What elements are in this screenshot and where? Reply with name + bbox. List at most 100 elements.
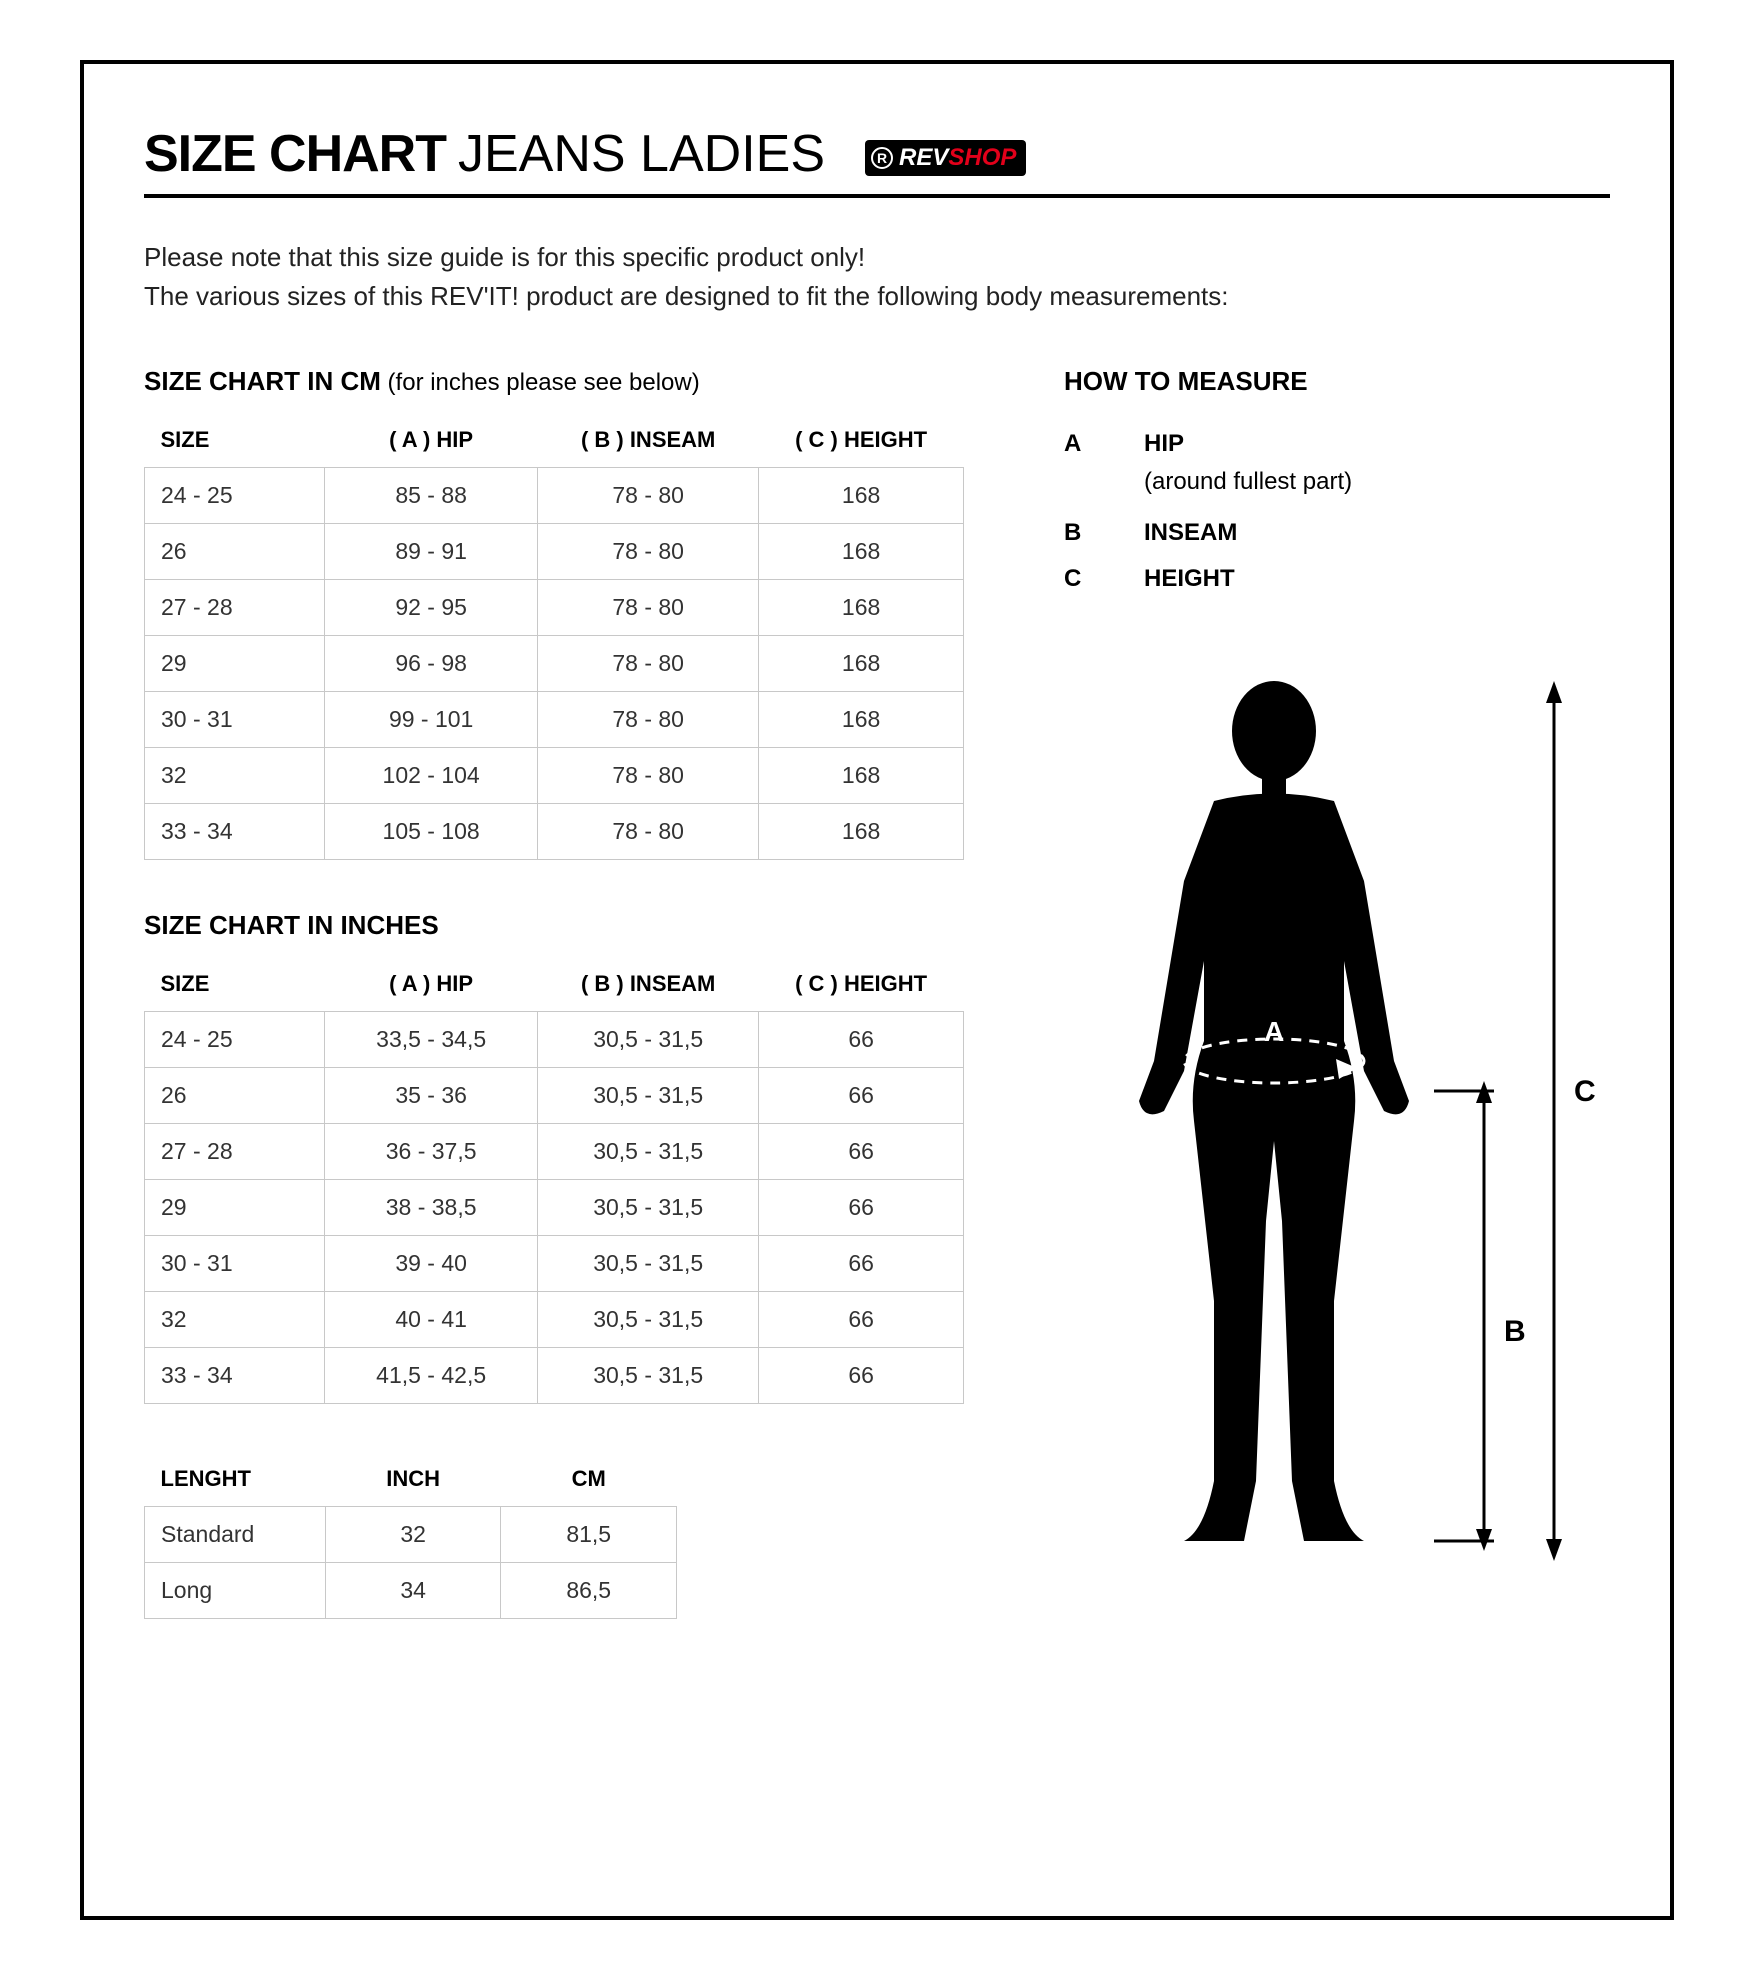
cm-title-main: SIZE CHART IN CM — [144, 366, 381, 396]
in-table-title: SIZE CHART IN INCHES — [144, 910, 964, 941]
table-cell: 30,5 - 31,5 — [538, 1124, 759, 1180]
figure-label-b: B — [1504, 1315, 1526, 1348]
table-cell: 78 - 80 — [538, 692, 759, 748]
table-cell: 26 — [145, 1068, 325, 1124]
table-row: 30 - 3199 - 10178 - 80168 — [145, 692, 964, 748]
table-cell: 168 — [759, 804, 964, 860]
table-row: 24 - 2585 - 8878 - 80168 — [145, 468, 964, 524]
content-columns: SIZE CHART IN CM (for inches please see … — [144, 366, 1610, 1669]
table-column-header: ( A ) HIP — [325, 959, 538, 1012]
table-cell: 78 - 80 — [538, 804, 759, 860]
table-cell: 78 - 80 — [538, 524, 759, 580]
measure-key: C — [1064, 556, 1094, 602]
table-cell: 96 - 98 — [325, 636, 538, 692]
table-cell: 39 - 40 — [325, 1236, 538, 1292]
table-cell: 66 — [759, 1180, 964, 1236]
table-row: Standard3281,5 — [145, 1507, 677, 1563]
table-row: 2938 - 38,530,5 - 31,566 — [145, 1180, 964, 1236]
table-cell: 99 - 101 — [325, 692, 538, 748]
table-cell: 34 — [325, 1563, 501, 1619]
table-cell: 102 - 104 — [325, 748, 538, 804]
table-cell: 89 - 91 — [325, 524, 538, 580]
table-cell: 66 — [759, 1068, 964, 1124]
table-cell: 30,5 - 31,5 — [538, 1236, 759, 1292]
table-cell: 168 — [759, 468, 964, 524]
table-row: 2635 - 3630,5 - 31,566 — [145, 1068, 964, 1124]
table-header-row: LENGHTINCHCM — [145, 1454, 677, 1507]
table-cell: 86,5 — [501, 1563, 677, 1619]
table-cell: 24 - 25 — [145, 468, 325, 524]
table-cell: 81,5 — [501, 1507, 677, 1563]
table-row: 32102 - 10478 - 80168 — [145, 748, 964, 804]
table-cell: 30,5 - 31,5 — [538, 1068, 759, 1124]
table-cell: 30,5 - 31,5 — [538, 1012, 759, 1068]
table-cell: 35 - 36 — [325, 1068, 538, 1124]
logo-text-rev: REV — [899, 144, 948, 172]
table-cell: 30,5 - 31,5 — [538, 1348, 759, 1404]
table-cell: 66 — [759, 1348, 964, 1404]
measure-key: A — [1064, 421, 1094, 467]
cm-title-note: (for inches please see below) — [381, 369, 700, 396]
table-column-header: ( C ) HEIGHT — [759, 415, 964, 468]
table-cell: Long — [145, 1563, 326, 1619]
table-row: 33 - 3441,5 - 42,530,5 - 31,566 — [145, 1348, 964, 1404]
table-column-header: ( B ) INSEAM — [538, 959, 759, 1012]
table-row: 24 - 2533,5 - 34,530,5 - 31,566 — [145, 1012, 964, 1068]
table-cell: 36 - 37,5 — [325, 1124, 538, 1180]
measure-sublabel: (around fullest part) — [1144, 459, 1624, 505]
table-cell: 168 — [759, 692, 964, 748]
table-row: 2996 - 9878 - 80168 — [145, 636, 964, 692]
right-column: HOW TO MEASURE AHIP(around fullest part)… — [1044, 366, 1624, 1669]
intro-line-1: Please note that this size guide is for … — [144, 238, 1610, 277]
table-column-header: ( A ) HIP — [325, 415, 538, 468]
table-header-row: SIZE( A ) HIP( B ) INSEAM( C ) HEIGHT — [145, 959, 964, 1012]
table-column-header: ( C ) HEIGHT — [759, 959, 964, 1012]
table-cell: 66 — [759, 1124, 964, 1180]
table-column-header: LENGHT — [145, 1454, 326, 1507]
how-to-measure-title: HOW TO MEASURE — [1064, 366, 1624, 397]
intro-line-2: The various sizes of this REV'IT! produc… — [144, 277, 1610, 316]
header-divider — [144, 194, 1610, 198]
page-frame: SIZE CHART JEANS LADIES R REVSHOP Please… — [80, 60, 1674, 1920]
body-measurement-figure: C B A — [1064, 661, 1624, 1586]
table-cell: 168 — [759, 636, 964, 692]
title-light: JEANS LADIES — [458, 124, 825, 184]
table-row: 3240 - 4130,5 - 31,566 — [145, 1292, 964, 1348]
table-cell: 168 — [759, 524, 964, 580]
left-column: SIZE CHART IN CM (for inches please see … — [144, 366, 964, 1669]
table-cell: 24 - 25 — [145, 1012, 325, 1068]
table-cell: 85 - 88 — [325, 468, 538, 524]
table-cell: 92 - 95 — [325, 580, 538, 636]
table-column-header: INCH — [325, 1454, 501, 1507]
measure-label: HEIGHT — [1144, 556, 1235, 602]
logo-badge-icon: R — [871, 147, 893, 169]
table-cell: 27 - 28 — [145, 580, 325, 636]
table-cell: 29 — [145, 636, 325, 692]
table-column-header: ( B ) INSEAM — [538, 415, 759, 468]
table-column-header: SIZE — [145, 959, 325, 1012]
table-cell: 168 — [759, 748, 964, 804]
brand-logo: R REVSHOP — [865, 140, 1026, 176]
table-row: 27 - 2836 - 37,530,5 - 31,566 — [145, 1124, 964, 1180]
table-cell: Standard — [145, 1507, 326, 1563]
silhouette-body — [1139, 681, 1409, 1541]
table-cell: 30,5 - 31,5 — [538, 1292, 759, 1348]
table-cell: 168 — [759, 580, 964, 636]
table-cell: 38 - 38,5 — [325, 1180, 538, 1236]
table-cell: 78 - 80 — [538, 748, 759, 804]
cm-table-title: SIZE CHART IN CM (for inches please see … — [144, 366, 964, 397]
table-cell: 78 - 80 — [538, 636, 759, 692]
table-cell: 30 - 31 — [145, 1236, 325, 1292]
measure-label: INSEAM — [1144, 510, 1237, 556]
measure-list: AHIP(around fullest part)BINSEAMCHEIGHT — [1064, 421, 1624, 601]
header: SIZE CHART JEANS LADIES R REVSHOP — [144, 124, 1610, 184]
title-bold: SIZE CHART — [144, 124, 446, 184]
length-table: LENGHTINCHCM Standard3281,5Long3486,5 — [144, 1454, 677, 1619]
table-row: Long3486,5 — [145, 1563, 677, 1619]
table-column-header: SIZE — [145, 415, 325, 468]
table-cell: 30 - 31 — [145, 692, 325, 748]
table-cell: 32 — [145, 748, 325, 804]
table-cell: 33,5 - 34,5 — [325, 1012, 538, 1068]
table-cell: 66 — [759, 1012, 964, 1068]
table-column-header: CM — [501, 1454, 677, 1507]
